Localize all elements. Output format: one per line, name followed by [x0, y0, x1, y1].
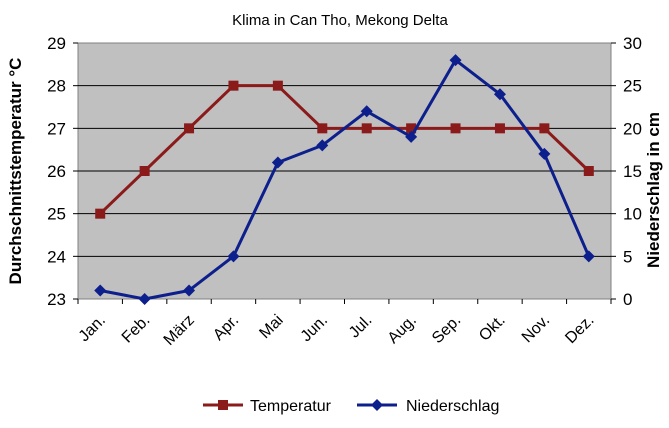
data-point	[138, 293, 151, 305]
x-tick-label: Sep.	[429, 312, 464, 347]
data-point	[493, 88, 506, 101]
right-tick-label: 0	[623, 290, 632, 309]
x-tick-label: Dez.	[562, 312, 597, 347]
data-point	[539, 123, 550, 134]
right-tick-label: 30	[623, 34, 642, 53]
data-point	[406, 123, 417, 134]
chart-title: Klima in Can Tho, Mekong Delta	[232, 12, 448, 29]
data-point	[317, 123, 328, 134]
gridlines	[78, 85, 611, 257]
x-tick-label: Feb.	[119, 312, 154, 347]
left-tick-label: 23	[47, 290, 66, 309]
data-point	[449, 54, 462, 67]
left-tick-label: 26	[47, 162, 66, 181]
left-tick-label: 27	[47, 119, 66, 138]
x-tick-label: März	[161, 312, 198, 349]
x-tick-label: Aug.	[385, 312, 420, 347]
data-point	[227, 250, 240, 263]
legend-marker	[218, 400, 228, 410]
data-point	[316, 139, 329, 152]
series-niederschlag	[94, 54, 595, 305]
right-tick-label: 10	[623, 205, 642, 224]
data-point	[184, 123, 195, 134]
legend-marker	[371, 399, 383, 411]
data-point	[183, 284, 196, 297]
series-layer	[94, 54, 595, 305]
data-point	[272, 80, 283, 91]
right-tick-label: 15	[623, 162, 642, 181]
data-point	[583, 166, 594, 176]
right-tick-label: 20	[623, 119, 642, 138]
left-tick-label: 25	[47, 205, 66, 224]
x-tick-label: Nov.	[519, 312, 553, 346]
x-tick-label: Apr.	[210, 312, 242, 344]
data-point	[361, 123, 372, 134]
series-line	[99, 58, 591, 301]
data-point	[95, 208, 106, 219]
legend: Temperatur Niederschlag	[203, 398, 499, 415]
legend-label: Niederschlag	[406, 398, 499, 415]
legend-label: Temperatur	[250, 398, 332, 415]
x-tick-label: Mai	[256, 312, 286, 342]
x-tick-label: Jul.	[346, 312, 376, 342]
data-point	[494, 123, 505, 134]
x-axis-ticks: Jan. Feb. März Apr. Mai Jun. Jul. Aug. Sep. Okt. N…	[76, 299, 612, 349]
data-point	[450, 123, 461, 134]
x-tick-label: Okt.	[476, 312, 509, 345]
data-point	[139, 166, 150, 176]
data-point	[271, 156, 284, 169]
right-axis-ticks: 0 5 10 15 20 25 30	[611, 34, 642, 309]
right-tick-label: 5	[623, 247, 632, 266]
data-point	[405, 130, 418, 143]
right-tick-label: 25	[623, 77, 642, 96]
legend-item-temperatur: Temperatur	[203, 398, 332, 415]
left-axis-ticks: 23 24 25 26 27 28 29	[47, 34, 78, 309]
legend-item-niederschlag: Niederschlag	[357, 398, 499, 415]
left-tick-label: 28	[47, 77, 66, 96]
data-point	[360, 105, 373, 118]
left-tick-label: 29	[47, 34, 66, 53]
x-tick-label: Jun.	[298, 312, 331, 345]
right-axis-title: Niederschlag in cm	[644, 112, 663, 268]
left-axis-title: Durchschnittstemperatur °C	[6, 58, 25, 285]
data-point	[582, 250, 595, 263]
left-tick-label: 24	[47, 247, 66, 266]
data-point	[538, 147, 551, 160]
data-point	[94, 284, 107, 297]
x-tick-label: Jan.	[76, 312, 109, 345]
data-point	[228, 80, 239, 91]
